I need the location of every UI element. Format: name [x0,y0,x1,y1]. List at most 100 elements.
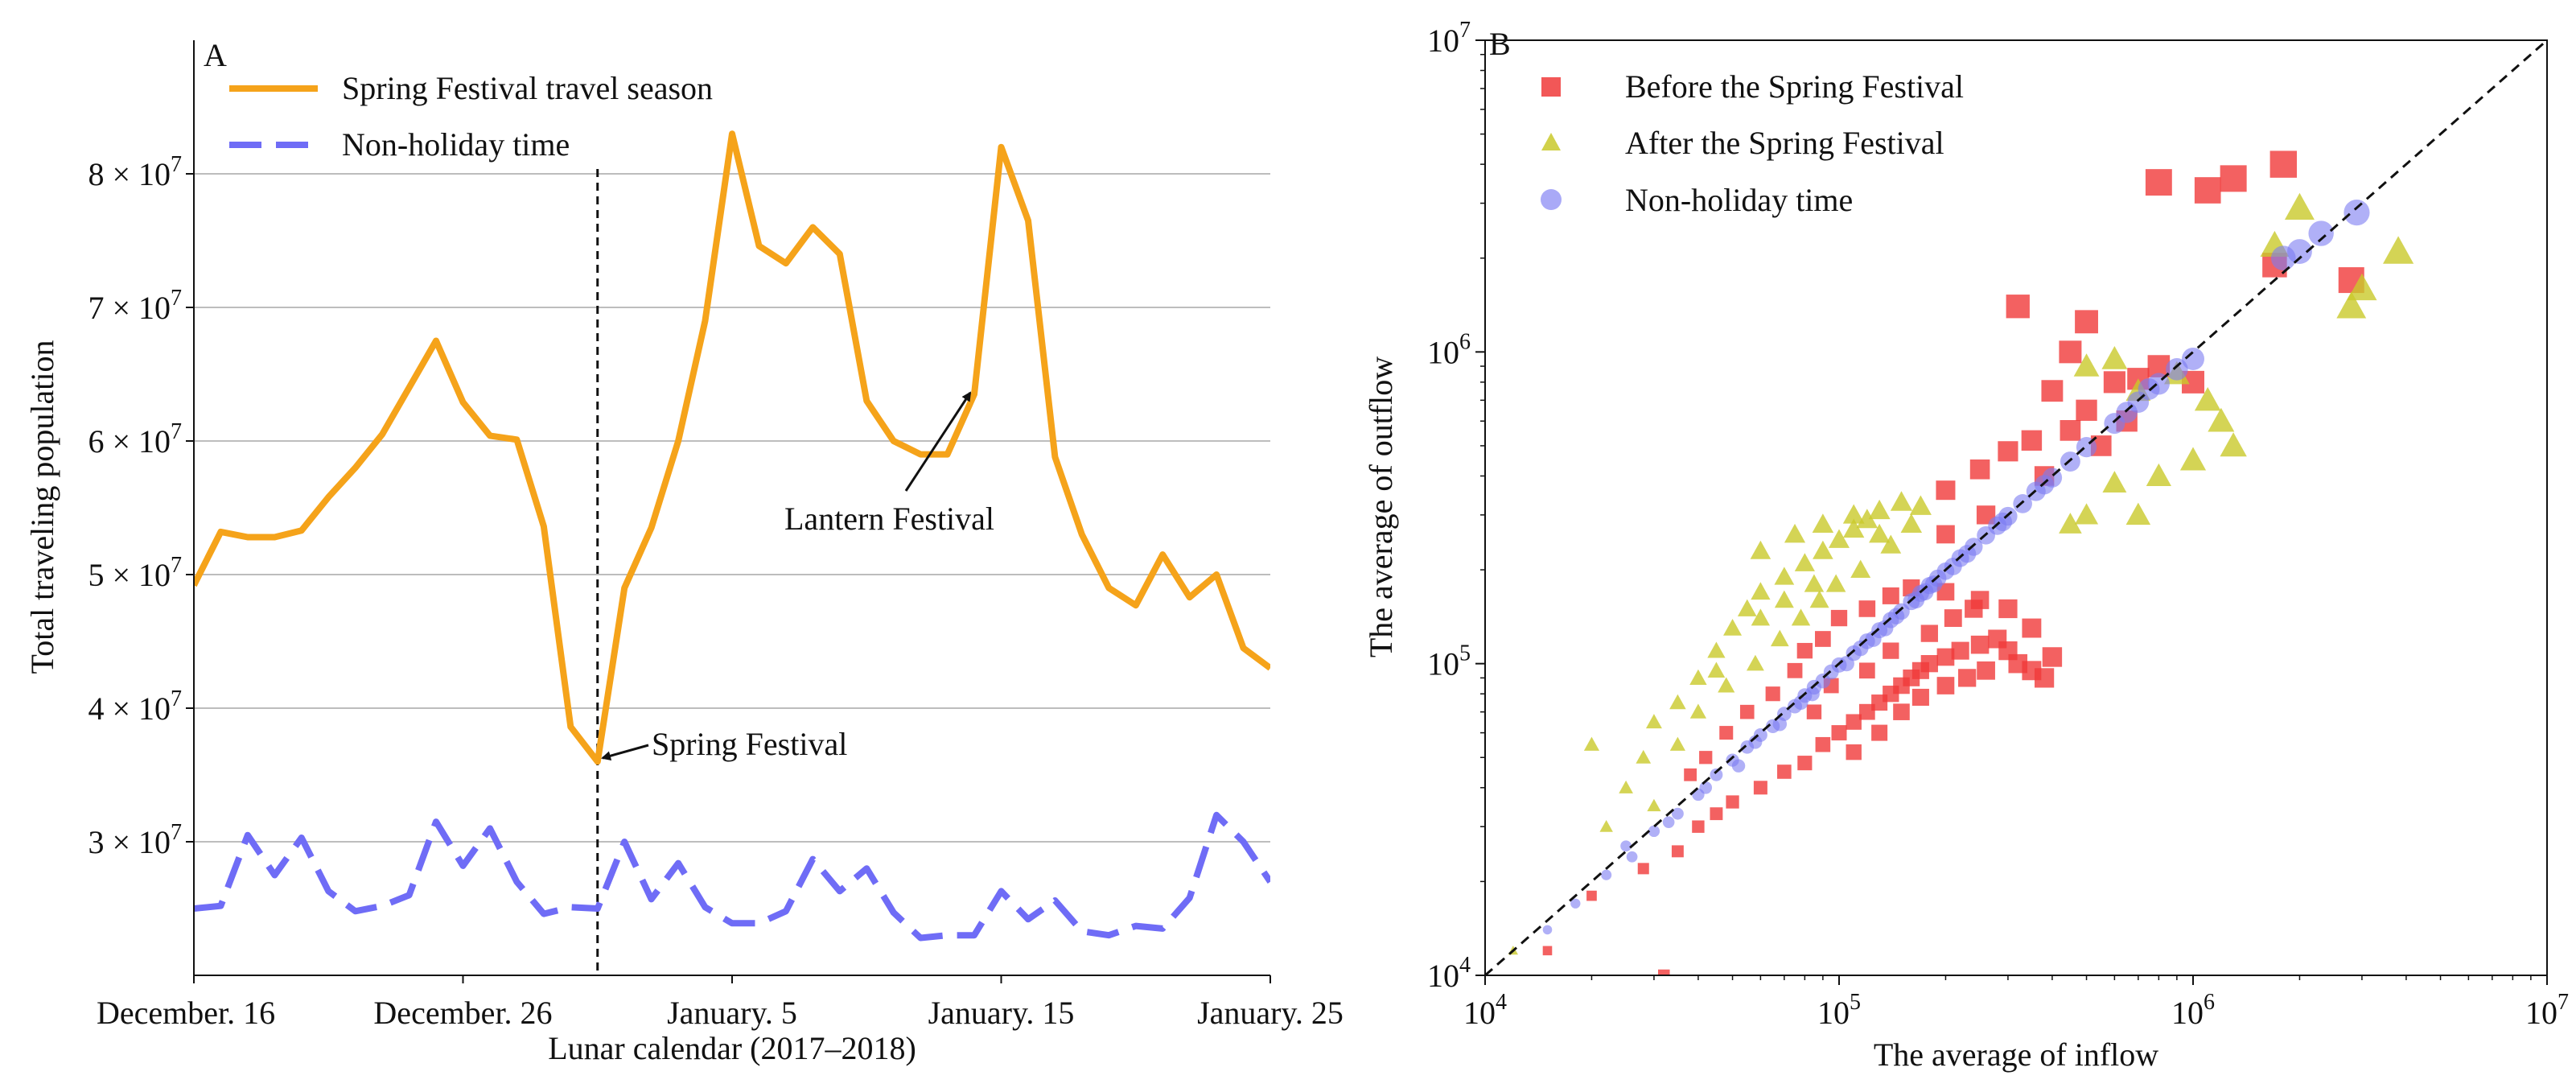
point-non-holiday-time [2308,220,2334,246]
point-after-spring-festival [2194,387,2221,411]
panel-a: December. 16 December. 26 January. 5 Januar… [24,37,1344,1066]
point-before-spring-festival [2041,380,2064,402]
point-after-spring-festival [1751,608,1771,626]
point-after-spring-festival [1869,523,1891,543]
point-before-spring-festival [1657,969,1670,975]
point-non-holiday-time [2034,475,2055,495]
a-x-ticks: December. 16 December. 26 January. 5 Januar… [97,975,1344,1031]
point-after-spring-festival [1784,523,1806,543]
point-after-spring-festival [1900,513,1923,534]
point-non-holiday-time [1662,816,1675,829]
point-before-spring-festival [1787,662,1803,678]
b-legend: Before the Spring Festival After the Spr… [1541,68,1964,218]
point-after-spring-festival [2146,463,2171,486]
point-before-spring-festival [1671,845,1684,858]
point-non-holiday-time [1924,575,1943,593]
point-before-spring-festival [1871,724,1888,741]
point-after-spring-festival [1868,499,1891,520]
point-non-holiday-time [2270,245,2296,271]
a-annotations: Spring Festival Lantern Festival [601,391,994,762]
point-before-spring-festival [1965,600,1983,618]
point-after-spring-festival [2102,471,2127,493]
a-legend: Spring Festival travel season Non-holida… [229,70,713,163]
b-x-tick-label: 107 [2525,990,2569,1031]
legend-marker-before-spring-festival [1541,77,1561,97]
point-after-spring-festival [2125,502,2151,525]
point-after-spring-festival [2347,273,2377,301]
point-after-spring-festival [1909,495,1932,515]
point-before-spring-festival [1719,726,1734,740]
point-non-holiday-time [1804,686,1820,702]
point-before-spring-festival [1831,725,1847,741]
b-x-axis-label: The average of inflow [1874,1036,2158,1073]
b-y-tick-label: 104 [1427,953,1471,994]
point-before-spring-festival [1637,863,1649,875]
point-non-holiday-time [1993,512,2013,532]
point-before-spring-festival [2060,420,2081,441]
spring-festival-annotation: Spring Festival [652,726,847,762]
point-before-spring-festival [2145,169,2172,196]
point-before-spring-festival [2034,668,2055,688]
point-non-holiday-time [1877,620,1894,637]
a-y-tick-label: 4 × 107 [88,686,182,727]
point-before-spring-festival [2269,150,2298,178]
line-non-holiday-time [194,811,1270,942]
point-before-spring-festival [1998,599,2018,619]
point-non-holiday-time [1793,695,1809,711]
b-x-tick-label: 106 [2171,990,2215,1031]
a-y-tick-label: 5 × 107 [88,553,182,593]
point-after-spring-festival [1689,703,1707,719]
point-non-holiday-time [1542,925,1553,935]
point-non-holiday-time [1648,825,1660,838]
point-after-spring-festival [2101,345,2128,369]
point-after-spring-festival [1880,534,1902,554]
a-y-tick-label: 8 × 107 [88,152,182,192]
point-after-spring-festival [1812,513,1834,534]
a-series [194,130,1270,942]
point-before-spring-festival [1893,703,1910,720]
a-x-tick-label: December. 26 [373,995,552,1031]
point-before-spring-festival [1777,764,1792,779]
point-after-spring-festival [1723,619,1743,636]
point-non-holiday-time [1944,557,1962,575]
point-after-spring-festival [2284,192,2315,220]
b-x-tick-label: 105 [1817,990,1861,1031]
point-before-spring-festival [1977,661,1995,680]
point-before-spring-festival [2021,430,2043,451]
point-after-spring-festival [1746,654,1764,671]
point-after-spring-festival [1850,559,1871,579]
point-non-holiday-time [1748,735,1763,749]
point-before-spring-festival [1692,820,1705,833]
point-non-holiday-time [1601,869,1612,880]
point-after-spring-festival [1829,529,1850,548]
b-y-tick-label: 105 [1427,641,1471,682]
point-before-spring-festival [2220,165,2247,192]
point-before-spring-festival [1951,641,1969,660]
point-after-spring-festival [2179,447,2207,471]
point-after-spring-festival [2336,291,2367,319]
point-after-spring-festival [2220,432,2247,457]
point-non-holiday-time [1887,608,1905,624]
point-before-spring-festival [1684,768,1697,781]
point-before-spring-festival [1699,751,1713,764]
legend-label-before-spring-festival: Before the Spring Festival [1625,68,1964,105]
point-before-spring-festival [1796,642,1813,659]
point-after-spring-festival [1718,677,1735,693]
point-before-spring-festival [1958,669,1977,687]
a-x-tick-label: January. 5 [667,995,797,1031]
point-non-holiday-time [2166,358,2188,381]
point-after-spring-festival [1842,504,1865,524]
identity-diagonal [1484,39,2548,977]
legend-marker-non-holiday-b [1541,189,1562,210]
legend-label-spring-festival-travel: Spring Festival travel season [342,70,713,106]
point-after-spring-festival [1707,641,1726,658]
a-y-axis-label: Total traveling population [24,340,60,674]
point-non-holiday-time [1852,640,1869,657]
point-after-spring-festival [1774,567,1795,585]
legend-label-after-spring-festival: After the Spring Festival [1625,125,1944,161]
point-after-spring-festival [2383,236,2414,264]
point-before-spring-festival [2194,177,2221,204]
b-plot-frame [1484,39,2548,976]
point-before-spring-festival [1920,655,1938,673]
